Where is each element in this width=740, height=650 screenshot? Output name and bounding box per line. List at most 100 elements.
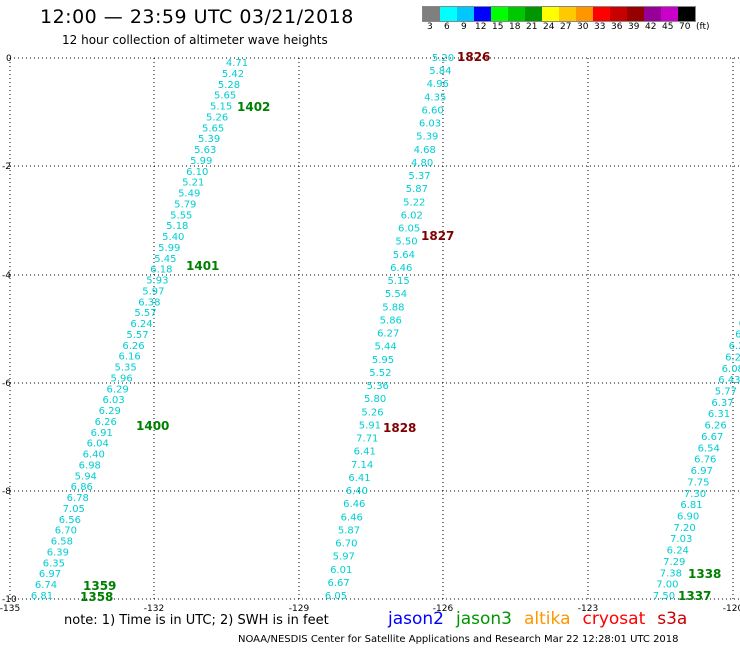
scale-label: 15 <box>492 22 504 32</box>
wave-height-value: 6.54 <box>698 443 720 454</box>
wave-height-value: 5.94 <box>75 471 97 482</box>
track-time-label: 1338 <box>688 567 721 581</box>
wave-height-value: 5.79 <box>174 199 196 210</box>
wave-height-value: 5.65 <box>214 91 236 102</box>
wave-height-value: 7.71 <box>356 434 378 445</box>
x-tick-label: -126 <box>433 604 454 614</box>
wave-height-value: 6.03 <box>102 395 124 406</box>
wave-height-value: 5.80 <box>364 394 386 405</box>
wave-height-value: 5.26 <box>361 407 383 418</box>
wave-height-value: 7.14 <box>351 460 373 471</box>
wave-height-value: 6.40 <box>83 450 105 461</box>
scale-swatch <box>525 7 542 21</box>
scale-label: 30 <box>577 22 589 32</box>
wave-height-value: 5.36 <box>367 381 389 392</box>
wave-height-value: 6.46 <box>341 512 363 523</box>
satellite-legend: jason2 jason3 altika cryosat s3a <box>388 609 699 629</box>
wave-height-value: 6.43 <box>718 375 740 386</box>
wave-height-value: 5.64 <box>393 250 415 261</box>
wave-height-value: 6.05 <box>398 224 420 235</box>
scale-label: 21 <box>526 22 538 32</box>
wave-height-value: 6.05 <box>325 591 347 602</box>
legend-item-jason2: jason2 <box>388 609 444 629</box>
wave-height-value: 6.81 <box>31 591 53 602</box>
scale-swatch <box>644 7 661 21</box>
wave-height-value: 6.76 <box>694 455 716 466</box>
wave-height-value: 6.40 <box>346 486 368 497</box>
wave-height-value: 5.37 <box>408 171 430 182</box>
scale-swatch <box>610 7 627 21</box>
y-tick-label: -10 <box>2 595 17 605</box>
wave-height-value: 6.70 <box>55 526 77 537</box>
track-time-label: 1401 <box>186 259 219 273</box>
x-tick-label: -132 <box>144 604 164 614</box>
wave-height-value: 6.67 <box>701 432 723 443</box>
wave-height-value: 5.15 <box>387 276 409 287</box>
wave-height-value: 6.29 <box>106 384 128 395</box>
wave-height-value: 6.67 <box>327 578 349 589</box>
wave-height-value: 5.63 <box>194 145 216 156</box>
scale-swatch <box>457 7 474 21</box>
wave-height-value: 4.71 <box>226 58 248 69</box>
wave-height-value: 6.26 <box>704 421 726 432</box>
wave-height-value: 6.24 <box>667 546 689 557</box>
wave-height-value: 5.49 <box>178 189 200 200</box>
footer-note: note: 1) Time is in UTC; 2) SWH is in fe… <box>64 613 329 628</box>
wave-height-value: 6.46 <box>390 263 412 274</box>
wave-height-value: 7.00 <box>656 580 678 591</box>
scale-swatch <box>423 7 440 21</box>
scale-label: 45 <box>662 22 674 32</box>
wave-height-value: 5.99 <box>158 243 180 254</box>
wave-height-value: 7.38 <box>660 568 682 579</box>
scale-swatch <box>474 7 491 21</box>
wave-height-value: 5.84 <box>429 66 451 77</box>
wave-height-value: 5.45 <box>154 254 176 265</box>
wave-height-value: 6.60 <box>421 106 443 117</box>
wave-height-value: 6.37 <box>711 398 733 409</box>
wave-height-value: 5.96 <box>110 373 132 384</box>
y-tick-label: -8 <box>2 487 11 497</box>
wave-height-value: 6.01 <box>330 565 352 576</box>
y-tick-label: 0 <box>6 54 12 64</box>
wave-height-value: 6.10 <box>186 167 208 178</box>
wave-height-value: 5.21 <box>182 178 204 189</box>
wave-height-value: 6.31 <box>708 409 730 420</box>
wave-height-value: 5.28 <box>218 80 240 91</box>
track-time-label: 1826 <box>457 50 490 64</box>
scale-swatch <box>627 7 644 21</box>
scale-label: 36 <box>611 22 623 32</box>
scale-swatch <box>440 7 457 21</box>
wave-height-value: 5.97 <box>333 552 355 563</box>
scale-label: 42 <box>645 22 657 32</box>
scale-label: 18 <box>509 22 521 32</box>
scale-label: 12 <box>475 22 487 32</box>
wave-height-value: 6.46 <box>343 499 365 510</box>
scale-label: 27 <box>560 22 572 32</box>
scale-swatch <box>542 7 559 21</box>
wave-height-value: 5.77 <box>715 387 737 398</box>
wave-height-value: 5.95 <box>372 355 394 366</box>
legend-item-jason3: jason3 <box>456 609 512 629</box>
x-tick-label: -120 <box>723 604 740 614</box>
wave-height-value: 6.18 <box>150 265 172 276</box>
wave-height-value: 6.81 <box>680 500 702 511</box>
scale-label: 70 <box>679 22 691 32</box>
track-time-label: 1359 <box>83 579 116 593</box>
wave-height-value: 7.30 <box>684 489 706 500</box>
x-tick-label: -135 <box>0 604 20 614</box>
wave-height-value: 6.90 <box>677 512 699 523</box>
wave-height-value: 5.55 <box>170 210 192 221</box>
scale-swatch <box>491 7 508 21</box>
wave-height-value: 6.41 <box>354 447 376 458</box>
wave-height-value: 6.27 <box>377 329 399 340</box>
scale-label: 24 <box>543 22 555 32</box>
wave-height-value: 6.78 <box>67 493 89 504</box>
wave-height-value: 5.22 <box>403 197 425 208</box>
wave-height-value: 6.24 <box>729 341 740 352</box>
wave-height-value: 6.04 <box>87 439 109 450</box>
wave-height-value: 6.02 <box>401 211 423 222</box>
scale-swatch <box>661 7 678 21</box>
legend-item-altika: altika <box>524 609 571 629</box>
track-time-label: 1358 <box>80 590 113 604</box>
